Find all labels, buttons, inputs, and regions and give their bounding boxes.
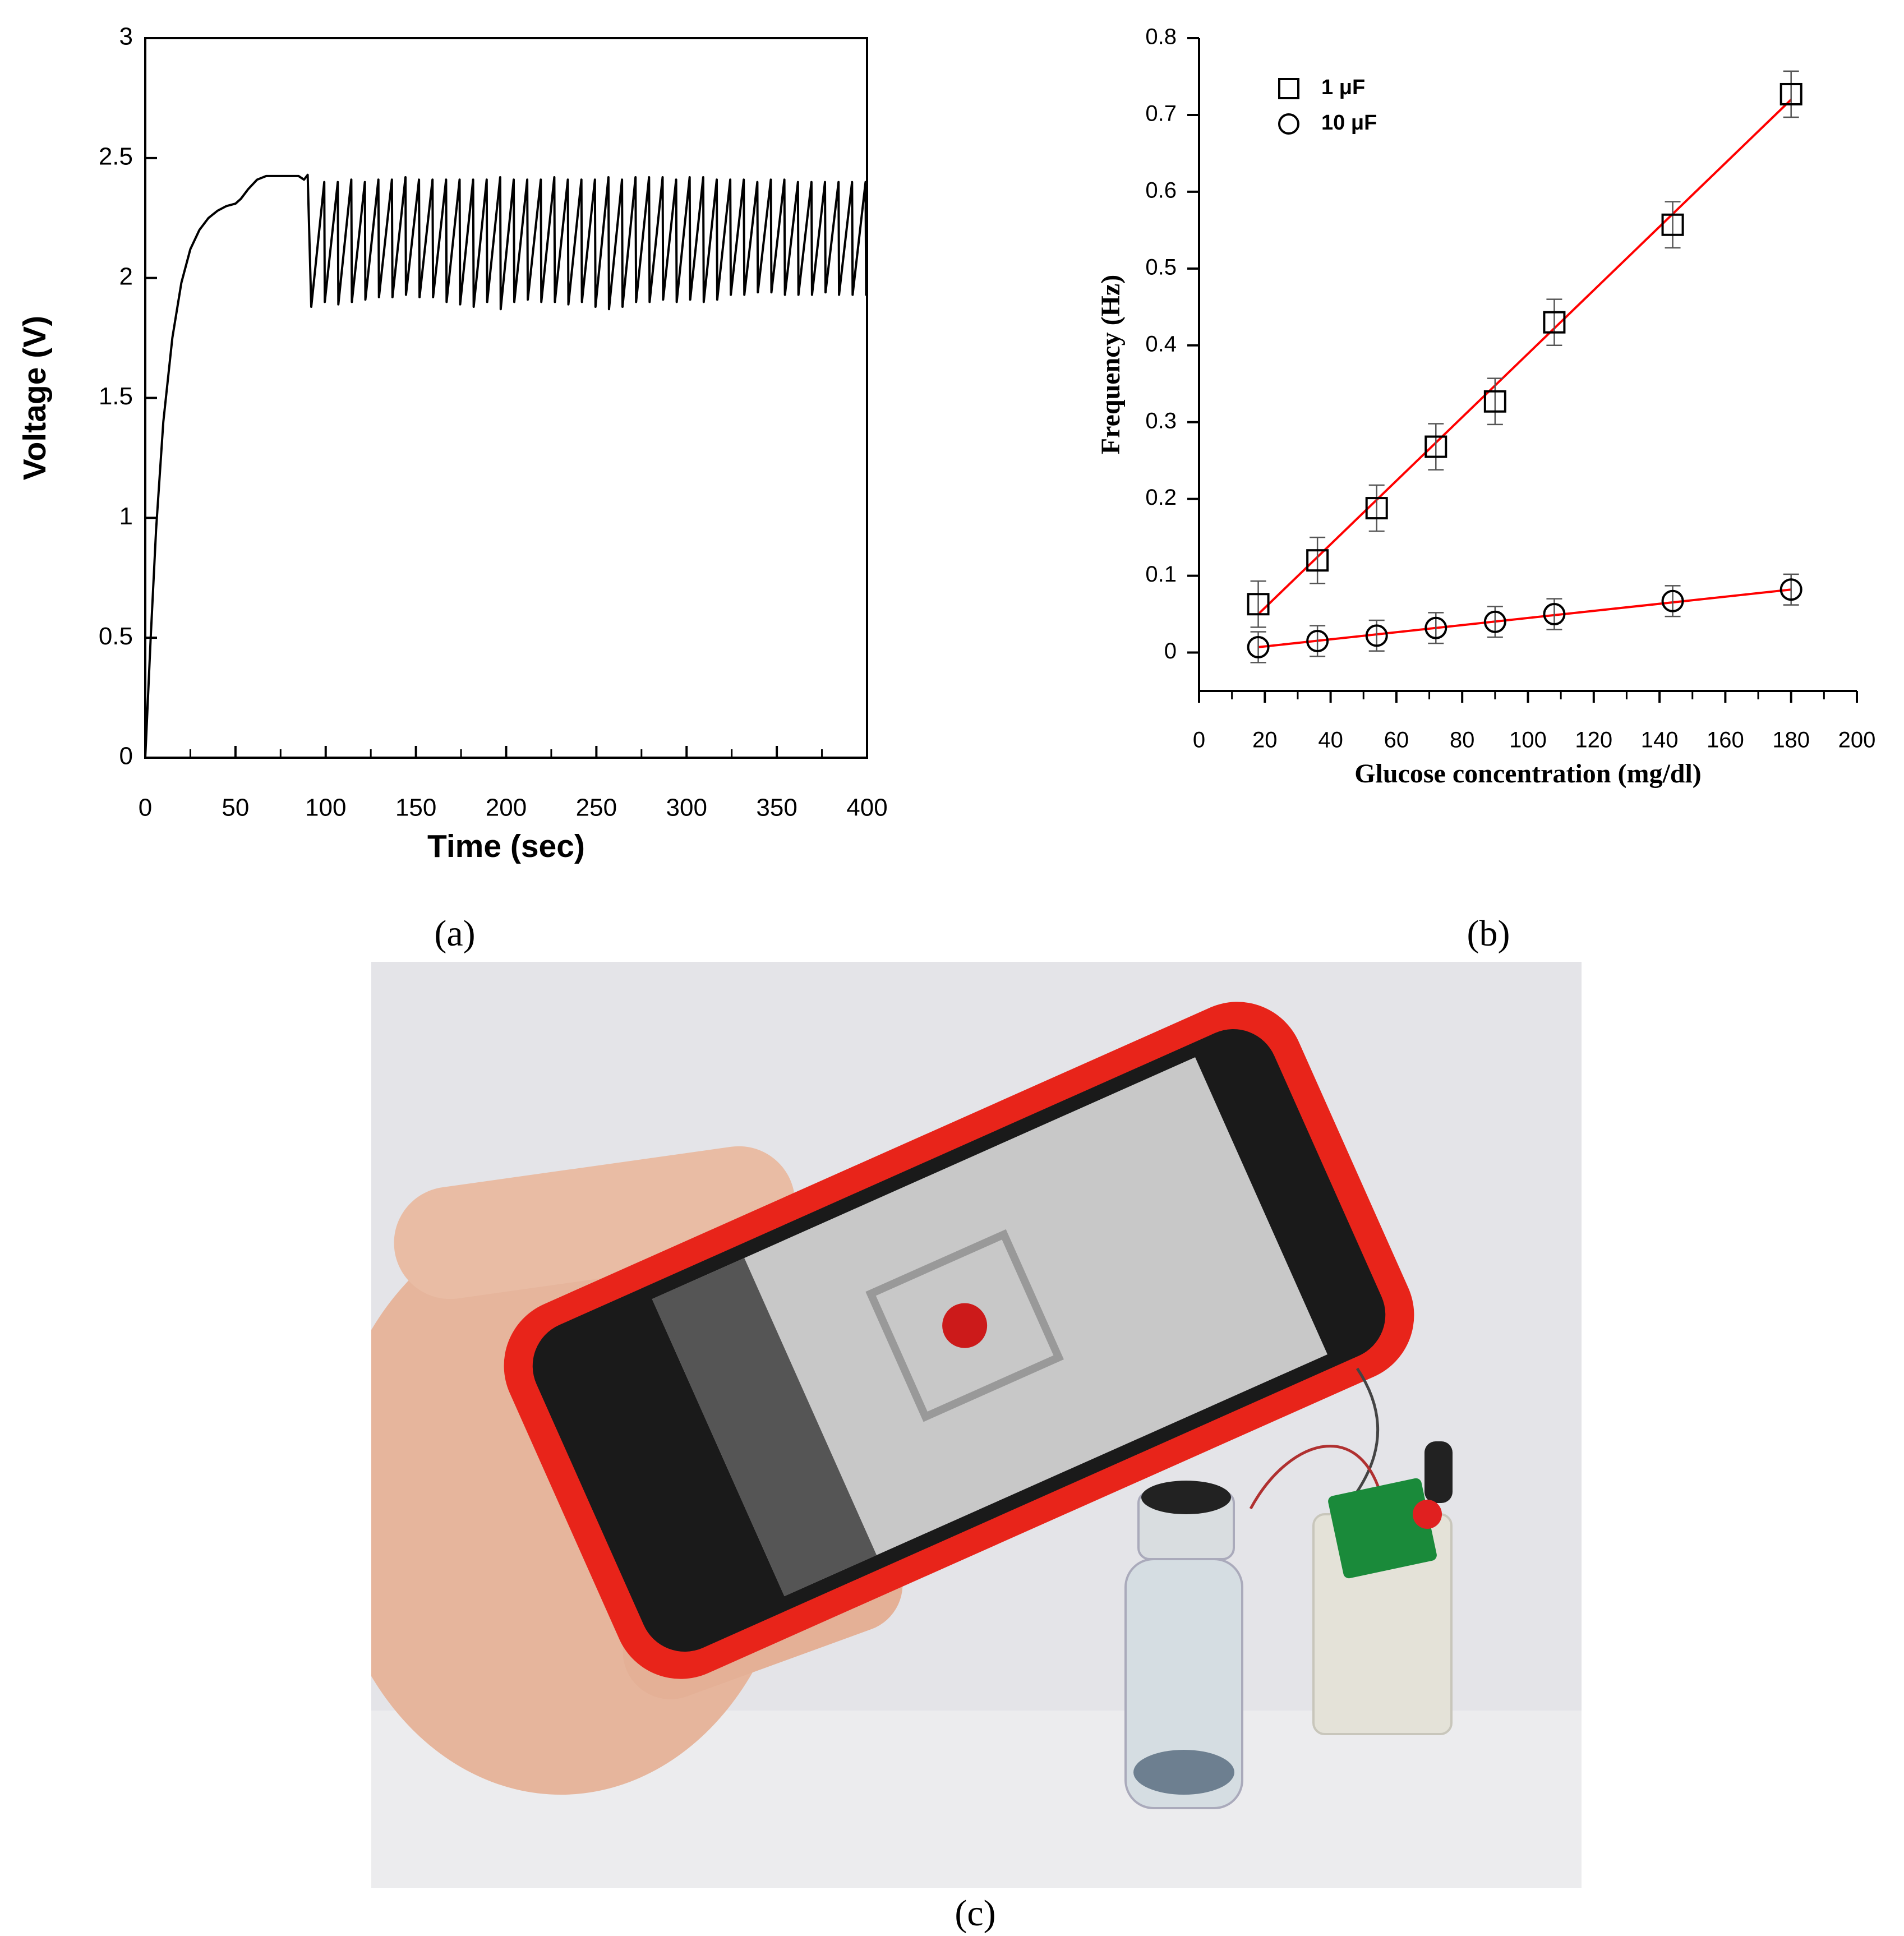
x-tick-label: 140 [1641, 728, 1679, 753]
panel-label: (a) [434, 913, 475, 954]
y-axis-label: Voltage (V) [17, 316, 53, 480]
panel-label: (c) [955, 1893, 995, 1934]
y-tick-label: 0.7 [1145, 102, 1177, 126]
y-tick-label: 1 [119, 503, 133, 530]
marker [1661, 213, 1684, 236]
x-tick-label: 160 [1707, 728, 1744, 753]
fit-line [1258, 588, 1791, 648]
marker [1543, 603, 1566, 626]
panel-label: (b) [1467, 913, 1510, 954]
screen-panel [652, 1258, 877, 1597]
x-tick-label: 200 [486, 794, 527, 822]
x-tick-label: 400 [846, 794, 887, 822]
marker [1543, 311, 1566, 334]
y-tick-label: 0.3 [1145, 408, 1177, 433]
bottle [1124, 1558, 1243, 1809]
x-tick-label: 300 [666, 794, 707, 822]
photo [371, 962, 1582, 1888]
marker [1365, 497, 1388, 520]
y-tick-label: 0 [119, 743, 133, 770]
marker [1306, 629, 1329, 652]
capacitor [1424, 1441, 1453, 1503]
wire [1249, 1445, 1387, 1515]
y-axis-label: Frequency (Hz) [1096, 275, 1126, 454]
fit-line [1257, 99, 1792, 615]
x-tick-label: 200 [1838, 728, 1876, 753]
y-tick-label: 0.4 [1145, 331, 1177, 356]
x-axis-label: Time (sec) [427, 828, 585, 864]
y-tick-label: 0.5 [99, 623, 133, 650]
y-tick-label: 1.5 [99, 382, 133, 410]
x-tick-label: 40 [1318, 728, 1343, 753]
circuit-board [1328, 1478, 1437, 1579]
electrode [1141, 1481, 1231, 1514]
solution [1133, 1750, 1234, 1795]
y-tick-label: 0.2 [1145, 485, 1177, 510]
x-tick-label: 150 [395, 794, 436, 822]
marker [1278, 78, 1299, 99]
marker [1779, 578, 1802, 601]
legend-label: 1 μF [1321, 76, 1365, 99]
y-tick-label: 2 [119, 262, 133, 290]
marker [1424, 435, 1447, 458]
y-tick-label: 0 [1164, 639, 1177, 663]
y-tick-label: 0.6 [1145, 178, 1177, 202]
x-tick-label: 0 [1193, 728, 1205, 753]
y-tick-label: 0.8 [1145, 25, 1177, 49]
plot-frame [144, 37, 868, 759]
y-tick-label: 0.1 [1145, 562, 1177, 587]
marker [1247, 593, 1270, 616]
y-tick-label: 3 [119, 23, 133, 50]
x-tick-label: 60 [1384, 728, 1409, 753]
marker [1779, 82, 1802, 105]
x-tick-label: 80 [1450, 728, 1475, 753]
x-tick-label: 0 [139, 794, 152, 822]
y-tick-label: 2.5 [99, 142, 133, 170]
x-tick-label: 180 [1772, 728, 1810, 753]
legend-label: 10 μF [1321, 111, 1377, 135]
marker [1483, 610, 1506, 633]
led [1413, 1500, 1442, 1529]
x-axis-label: Glucose concentration (mg/dl) [1354, 759, 1702, 789]
marker [1483, 390, 1506, 413]
y-tick-label: 0.5 [1145, 255, 1177, 279]
x-tick-label: 250 [576, 794, 617, 822]
x-tick-label: 50 [222, 794, 249, 822]
target [865, 1229, 1064, 1422]
marker [1365, 624, 1388, 647]
marker [1424, 616, 1447, 639]
x-tick-label: 20 [1252, 728, 1278, 753]
x-tick-label: 120 [1575, 728, 1612, 753]
marker [1278, 113, 1299, 135]
x-tick-label: 350 [756, 794, 797, 822]
marker [1306, 549, 1329, 572]
x-tick-label: 100 [1509, 728, 1547, 753]
phone [504, 1002, 1414, 1679]
led-image [942, 1303, 988, 1348]
line-series [144, 173, 868, 758]
marker [1247, 635, 1270, 658]
x-tick-label: 100 [305, 794, 346, 822]
marker [1661, 589, 1684, 612]
